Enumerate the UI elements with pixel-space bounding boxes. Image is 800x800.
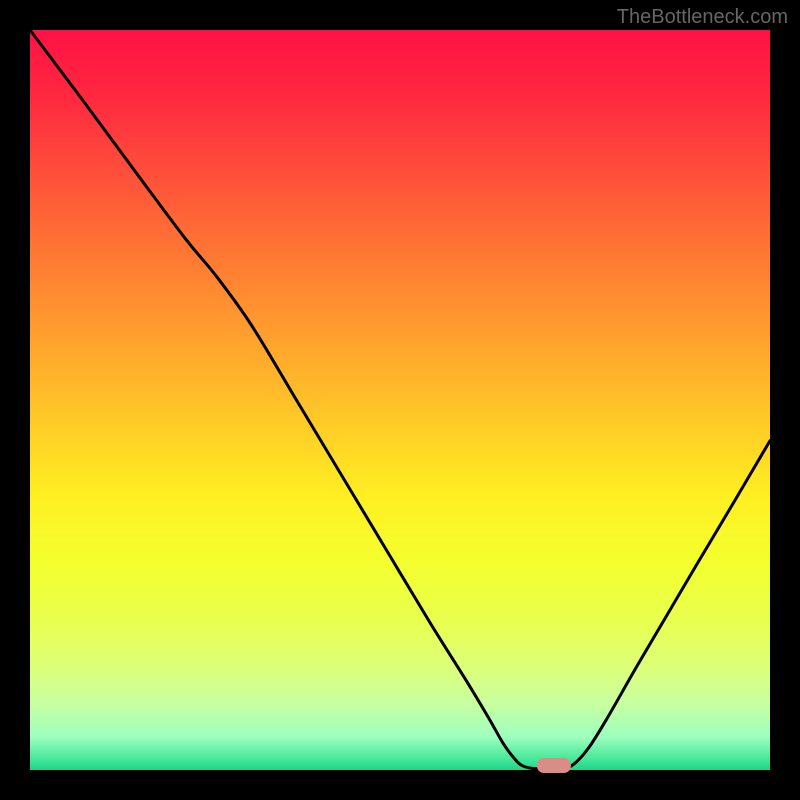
chart-svg bbox=[0, 0, 800, 800]
watermark-text: TheBottleneck.com bbox=[617, 6, 788, 29]
chart-plot-area bbox=[30, 30, 770, 770]
chart-marker bbox=[537, 758, 571, 773]
